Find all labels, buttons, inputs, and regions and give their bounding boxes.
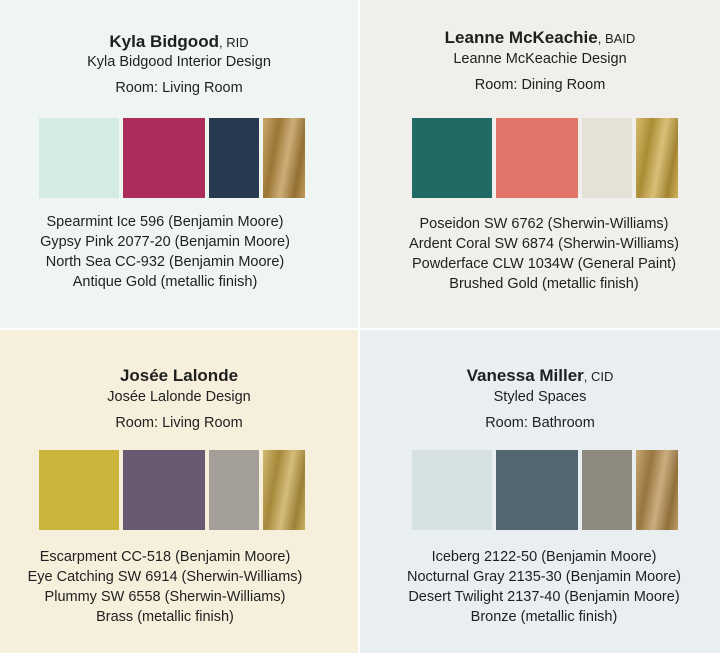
designer-name: Vanessa Miller, CID bbox=[360, 366, 720, 387]
designer-name: Leanne McKeachie, BAID bbox=[360, 28, 720, 49]
room: Room: Living Room bbox=[115, 80, 243, 96]
firm: Styled Spaces bbox=[493, 389, 587, 405]
paint-name: Poseidon SW 6762 (Sherwin-Williams) bbox=[419, 216, 669, 232]
name: Leanne McKeachie bbox=[444, 28, 598, 47]
firm: Leanne McKeachie Design bbox=[453, 51, 627, 67]
credential: , BAID bbox=[597, 31, 636, 46]
color-swatch bbox=[123, 118, 205, 198]
paint-list: Poseidon SW 6762 (Sherwin-Williams) Arden… bbox=[364, 214, 720, 294]
paint-name: North Sea CC-932 (Benjamin Moore) bbox=[45, 254, 285, 270]
room: Room: Bathroom bbox=[485, 415, 595, 431]
color-swatch bbox=[582, 450, 632, 530]
color-swatch bbox=[39, 118, 119, 198]
paint-name: Gypsy Pink 2077-20 (Benjamin Moore) bbox=[40, 234, 290, 250]
designer-panel: Kyla Bidgood, RID Kyla Bidgood Interior D… bbox=[0, 0, 358, 328]
paint-name: Eye Catching SW 6914 (Sherwin-Williams) bbox=[27, 569, 303, 585]
designer-panel: Vanessa Miller, CID Styled Spaces Room: Ba… bbox=[360, 330, 720, 653]
credential: , CID bbox=[583, 369, 614, 384]
color-swatch bbox=[209, 118, 259, 198]
paint-name: Iceberg 2122-50 (Benjamin Moore) bbox=[431, 549, 657, 565]
color-swatch bbox=[209, 450, 259, 530]
credential: , RID bbox=[218, 35, 249, 50]
paint-name: Antique Gold (metallic finish) bbox=[72, 274, 258, 290]
name: Vanessa Miller bbox=[466, 366, 584, 385]
firm: Kyla Bidgood Interior Design bbox=[87, 54, 271, 70]
paint-list: Spearmint Ice 596 (Benjamin Moore) Gypsy … bbox=[0, 212, 344, 292]
paint-name: Spearmint Ice 596 (Benjamin Moore) bbox=[46, 214, 284, 230]
color-swatch bbox=[263, 450, 305, 530]
paint-name: Brass (metallic finish) bbox=[96, 609, 234, 625]
paint-name: Powderface CLW 1034W (General Paint) bbox=[411, 256, 677, 272]
paint-name: Brushed Gold (metallic finish) bbox=[449, 276, 639, 292]
paint-name: Escarpment CC-518 (Benjamin Moore) bbox=[39, 549, 291, 565]
firm: Josée Lalonde Design bbox=[107, 389, 251, 405]
paint-name: Bronze (metallic finish) bbox=[470, 609, 618, 625]
paint-name: Ardent Coral SW 6874 (Sherwin-Williams) bbox=[409, 236, 679, 252]
color-swatch bbox=[582, 118, 632, 198]
color-swatch bbox=[263, 118, 305, 198]
paint-list: Iceberg 2122-50 (Benjamin Moore) Nocturna… bbox=[364, 547, 720, 627]
color-swatch bbox=[412, 450, 492, 530]
designer-name: Josée Lalonde bbox=[0, 366, 358, 386]
designer-panel: Josée Lalonde Josée Lalonde Design Room: L… bbox=[0, 330, 358, 653]
paint-name: Desert Twilight 2137-40 (Benjamin Moore) bbox=[408, 589, 680, 605]
designer-panel: Leanne McKeachie, BAID Leanne McKeachie D… bbox=[360, 0, 720, 328]
color-swatch bbox=[636, 118, 678, 198]
name: Kyla Bidgood bbox=[109, 32, 219, 51]
room: Room: Living Room bbox=[115, 415, 243, 431]
color-swatch bbox=[412, 118, 492, 198]
designer-name: Kyla Bidgood, RID bbox=[0, 32, 358, 53]
room: Room: Dining Room bbox=[474, 77, 606, 93]
color-swatch bbox=[123, 450, 205, 530]
color-swatch bbox=[39, 450, 119, 530]
name: Josée Lalonde bbox=[119, 366, 239, 385]
color-swatch bbox=[496, 450, 578, 530]
paint-name: Nocturnal Gray 2135-30 (Benjamin Moore) bbox=[406, 569, 681, 585]
color-swatch bbox=[496, 118, 578, 198]
paint-name: Plummy SW 6558 (Sherwin-Williams) bbox=[44, 589, 286, 605]
paint-list: Escarpment CC-518 (Benjamin Moore) Eye Ca… bbox=[0, 547, 344, 627]
color-swatch bbox=[636, 450, 678, 530]
